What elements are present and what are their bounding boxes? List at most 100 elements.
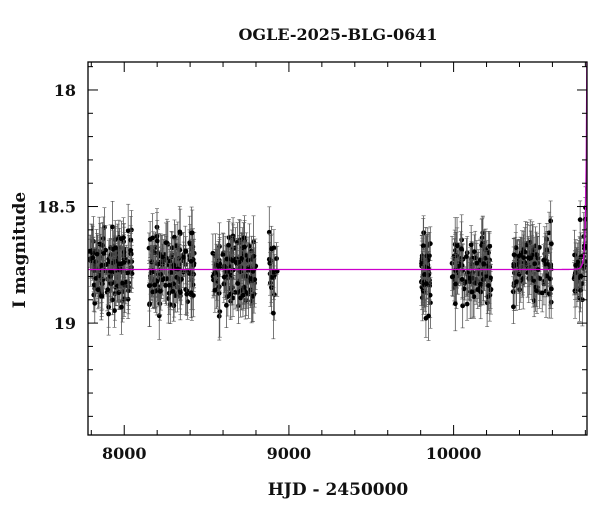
data-point: [119, 304, 124, 310]
data-point: [226, 235, 232, 240]
data-point: [250, 268, 256, 274]
data-point: [221, 274, 227, 280]
data-point: [478, 281, 483, 287]
data-point: [183, 249, 189, 254]
data-point: [537, 276, 543, 281]
x-tick-label: 8000: [102, 444, 147, 463]
data-point: [464, 254, 469, 259]
data-point: [119, 280, 125, 286]
data-point: [239, 256, 244, 261]
data-point: [125, 228, 131, 234]
data-point: [266, 256, 272, 262]
data-point: [531, 298, 537, 304]
data-point: [252, 277, 258, 282]
data-point: [511, 252, 517, 258]
y-tick-label: 18.5: [37, 198, 76, 217]
data-point: [423, 315, 429, 321]
data-point: [240, 292, 246, 298]
data-point: [511, 304, 516, 310]
data-point: [486, 283, 491, 288]
data-point: [248, 276, 254, 282]
data-point: [483, 273, 489, 279]
data-point: [459, 276, 465, 282]
data-point: [267, 260, 273, 266]
data-point: [224, 302, 229, 308]
plot-area: 8000 9000 10000 18 18.5 19: [37, 61, 588, 463]
data-point: [181, 254, 187, 260]
x-axis-label: HJD - 2450000: [268, 480, 409, 500]
data-point: [266, 229, 272, 235]
data-point: [164, 276, 169, 282]
data-point: [167, 258, 173, 264]
data-point: [155, 250, 161, 256]
data-point: [241, 235, 247, 241]
data-point: [470, 275, 476, 281]
data-point: [121, 296, 127, 302]
data-point: [274, 256, 279, 261]
data-point: [578, 254, 584, 260]
y-tick-label: 18: [54, 81, 76, 100]
data-point: [212, 287, 218, 293]
data-point: [270, 310, 276, 316]
data-point: [153, 288, 158, 294]
data-point: [548, 263, 554, 269]
data-point: [180, 269, 186, 275]
data-point: [94, 251, 100, 257]
data-point: [92, 300, 98, 306]
data-point: [112, 245, 118, 251]
data-point: [514, 279, 519, 285]
data-point: [125, 296, 131, 302]
data-point: [226, 242, 231, 248]
data-point: [521, 255, 527, 261]
data-point: [269, 246, 275, 252]
data-point: [160, 277, 165, 283]
data-point: [107, 273, 113, 279]
data-point: [532, 261, 538, 267]
data-point: [242, 244, 248, 250]
data-point: [178, 290, 183, 295]
data-point: [235, 281, 241, 286]
data-point: [128, 247, 134, 253]
data-point: [427, 241, 433, 247]
data-point: [158, 271, 163, 277]
data-point: [453, 281, 458, 287]
data-point: [163, 240, 169, 246]
data-point: [578, 273, 584, 279]
data-point: [184, 291, 190, 297]
data-point: [169, 245, 175, 251]
data-point: [188, 258, 194, 264]
data-point: [461, 286, 467, 292]
x-tick-label: 9000: [267, 444, 312, 463]
data-point: [572, 252, 577, 258]
data-point: [220, 252, 226, 258]
data-point: [157, 288, 163, 294]
data-point: [242, 252, 248, 258]
data-point: [187, 271, 192, 276]
data-point: [121, 260, 127, 265]
data-point: [216, 284, 222, 290]
data-point: [146, 283, 152, 289]
data-point: [112, 308, 117, 314]
data-point: [100, 242, 105, 248]
data-point: [572, 288, 578, 294]
data-point: [129, 271, 135, 276]
data-point: [250, 293, 256, 299]
data-point: [98, 293, 104, 299]
data-point: [177, 229, 183, 235]
data-point: [464, 301, 470, 307]
data-point: [469, 289, 475, 295]
data-point: [154, 238, 160, 244]
data-point: [228, 291, 234, 297]
data-point: [95, 287, 101, 293]
data-point: [474, 260, 480, 266]
data-point: [121, 235, 126, 241]
data-point: [488, 275, 493, 281]
data-point: [106, 311, 112, 317]
data-point: [513, 245, 519, 251]
data-point: [452, 301, 458, 307]
model-curve: [88, 62, 587, 271]
data-point: [105, 287, 111, 293]
x-tick-label: 10000: [426, 444, 482, 463]
data-point: [241, 284, 247, 290]
data-point: [471, 249, 477, 255]
